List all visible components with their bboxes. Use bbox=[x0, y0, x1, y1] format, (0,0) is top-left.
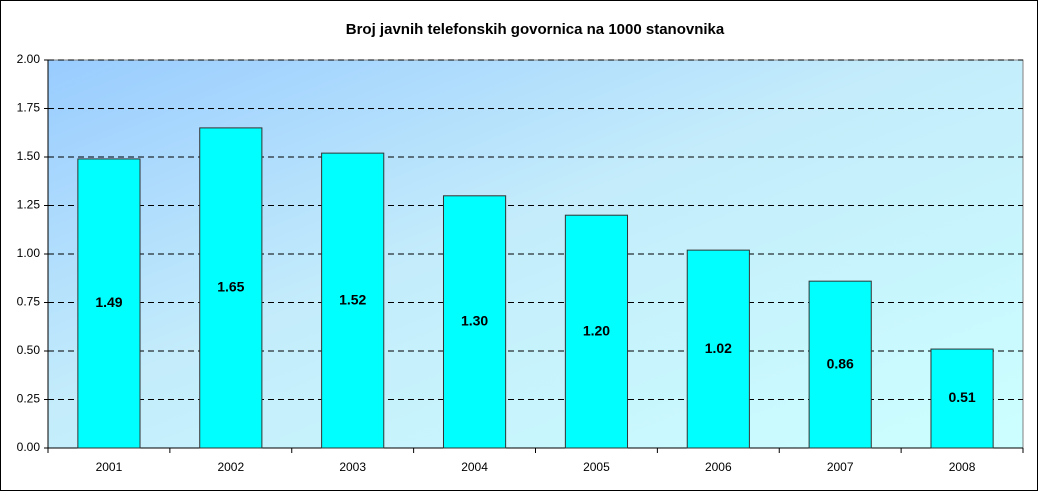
bar bbox=[199, 127, 263, 449]
y-tick-label: 0.00 bbox=[17, 440, 41, 454]
x-tick-label: 2007 bbox=[827, 460, 854, 474]
chart-title: Broj javnih telefonskih govornica na 100… bbox=[346, 21, 725, 38]
y-tick-label: 2.00 bbox=[17, 52, 41, 66]
y-tick-label: 1.75 bbox=[17, 101, 41, 115]
plot-area bbox=[47, 59, 1024, 449]
data-label: 1.20 bbox=[583, 322, 610, 338]
x-tick-label: 2002 bbox=[217, 460, 244, 474]
bar bbox=[686, 249, 750, 449]
y-tick-label: 1.50 bbox=[17, 149, 41, 163]
data-label: 1.52 bbox=[339, 291, 366, 307]
y-tick-label: 0.25 bbox=[17, 392, 41, 406]
y-tick-label: 0.50 bbox=[17, 343, 41, 357]
bar bbox=[564, 214, 629, 449]
bar bbox=[930, 348, 994, 449]
data-label: 0.86 bbox=[827, 355, 854, 371]
data-label: 0.51 bbox=[948, 389, 975, 405]
data-label: 1.30 bbox=[461, 313, 488, 329]
x-tick-label: 2001 bbox=[96, 460, 123, 474]
y-tick-label: 1.25 bbox=[17, 198, 41, 212]
data-label: 1.49 bbox=[95, 294, 122, 310]
bar bbox=[321, 152, 385, 449]
x-tick-label: 2003 bbox=[339, 460, 366, 474]
x-tick-label: 2006 bbox=[705, 460, 732, 474]
bar bbox=[442, 195, 507, 449]
data-label: 1.65 bbox=[217, 279, 244, 295]
data-label: 1.02 bbox=[705, 340, 732, 356]
bar bbox=[77, 158, 141, 449]
x-tick-label: 2004 bbox=[461, 460, 488, 474]
x-tick-label: 2008 bbox=[949, 460, 976, 474]
y-tick-label: 0.75 bbox=[17, 295, 41, 309]
x-tick-label: 2005 bbox=[583, 460, 610, 474]
bar bbox=[808, 280, 872, 449]
y-tick-label: 1.00 bbox=[17, 246, 41, 260]
